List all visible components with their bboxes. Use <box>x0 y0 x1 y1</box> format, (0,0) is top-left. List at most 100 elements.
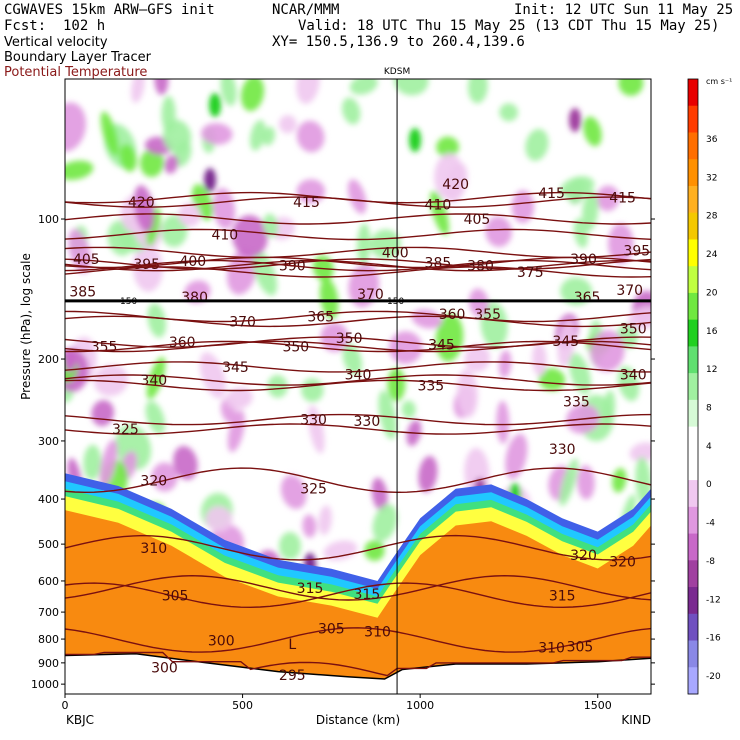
wave-blob <box>262 126 276 146</box>
plot-frame <box>64 78 652 695</box>
theta-label: 345 <box>222 360 249 376</box>
wave-blob <box>357 223 371 266</box>
wave-blob <box>240 79 265 112</box>
wave-blob <box>511 190 535 224</box>
wave-blob <box>280 474 307 510</box>
theta-contour-300 <box>65 627 651 653</box>
wave-core <box>65 348 76 372</box>
y-tick-label: 1000 <box>31 678 59 691</box>
theta-label: 370 <box>616 283 643 299</box>
theta-label: 350 <box>620 322 647 338</box>
theta-label: 400 <box>179 254 206 270</box>
forecast-hour: Fcst: 102 h <box>4 18 106 34</box>
wave-blob <box>436 136 459 158</box>
theta-label: 320 <box>570 548 597 564</box>
theta-contour-335 <box>65 379 651 392</box>
wave-blob <box>378 390 397 440</box>
wave-blob <box>372 504 398 542</box>
wave-blob <box>371 477 388 512</box>
colorbar-swatch <box>688 453 698 481</box>
wave-blob <box>173 445 198 480</box>
theta-label: 410 <box>425 197 452 213</box>
wave-blob <box>307 405 325 454</box>
theta-label: 335 <box>417 379 444 395</box>
theta-label: 295 <box>279 668 306 684</box>
theta-contour-345 <box>65 361 651 373</box>
theta-label: 355 <box>474 307 501 323</box>
plot-overlay: 150 150 KDSM <box>65 67 651 694</box>
theta-label: 390 <box>279 259 306 275</box>
theta-contour-305 <box>65 582 651 609</box>
colorbar-swatch <box>688 587 698 615</box>
end-station-label: KIND <box>621 713 651 727</box>
y-tick-label: 800 <box>38 633 59 646</box>
theta-label: 325 <box>300 482 327 498</box>
field-vertical-velocity: Vertical velocity <box>4 35 108 50</box>
wave-core <box>569 108 581 132</box>
wave-blob <box>480 301 508 349</box>
colorbar-label: -20 <box>706 672 721 682</box>
theta-label: 340 <box>345 368 372 384</box>
theta-label: 300 <box>151 660 178 676</box>
theta-label: 315 <box>354 587 381 603</box>
theta-label: 400 <box>382 245 409 261</box>
theta-contour-310 <box>65 534 651 561</box>
wave-blob <box>83 444 102 481</box>
theta-label: 385 <box>69 284 96 300</box>
wave-blob <box>65 102 87 152</box>
colorbar-swatch <box>688 159 698 187</box>
theta-label: 345 <box>428 337 455 353</box>
y-tick-label: 200 <box>38 353 59 366</box>
start-station-label: KBJC <box>66 713 94 727</box>
bl-tracer-orange <box>65 510 651 679</box>
wave-blob <box>577 465 595 500</box>
theta-label: 305 <box>318 622 345 638</box>
theta-label: 350 <box>282 340 309 356</box>
colorbar-swatch <box>688 480 698 508</box>
low-marker: L <box>288 637 296 653</box>
theta-label: 330 <box>354 414 381 430</box>
theta-label: 330 <box>300 413 327 429</box>
wave-blob <box>342 343 363 376</box>
colorbar-swatch <box>688 613 698 642</box>
colorbar-swatch <box>688 667 698 695</box>
wave-blob <box>341 97 361 125</box>
colorbar-swatch <box>688 346 698 374</box>
wave-blob <box>467 79 488 104</box>
theta-label: 420 <box>442 177 469 193</box>
wave-blob <box>499 103 519 122</box>
wave-blob <box>263 213 279 238</box>
wave-blob <box>370 229 401 259</box>
colorbar-swatch <box>688 185 698 214</box>
init-time: Init: 12 UTC Sun 11 May 25 <box>514 2 734 18</box>
wave-blob <box>435 313 464 362</box>
theta-contour-390 <box>65 259 651 272</box>
wave-blob <box>99 439 118 488</box>
wave-blob <box>457 368 478 418</box>
theta-label: 370 <box>229 314 256 330</box>
theta-contour-385 <box>65 256 651 269</box>
colorbar-swatch <box>688 79 698 107</box>
wave-blob <box>318 505 332 536</box>
wave-blob <box>557 319 576 367</box>
theta-label: 340 <box>620 368 647 384</box>
wave-blob <box>560 277 593 306</box>
theta-contour-415 <box>65 191 651 204</box>
theta-contour-320 <box>65 467 651 494</box>
colorbar-label: 32 <box>706 173 717 183</box>
theta-contour-355 <box>65 340 651 353</box>
colorbar-swatch <box>688 239 698 267</box>
theta-contour-410 <box>65 228 651 241</box>
wave-blob <box>145 400 166 435</box>
wave-blob <box>468 288 489 318</box>
theta-label: 355 <box>91 340 118 356</box>
y-tick-label: 300 <box>38 435 59 448</box>
theta-label: 380 <box>181 290 208 306</box>
theta-label: 360 <box>439 307 466 323</box>
theta-label: 315 <box>549 589 576 605</box>
wave-blob <box>525 128 549 161</box>
producer-label: NCAR/MMM <box>272 2 340 18</box>
colorbar-swatch <box>688 426 698 454</box>
wave-blob <box>227 410 245 453</box>
